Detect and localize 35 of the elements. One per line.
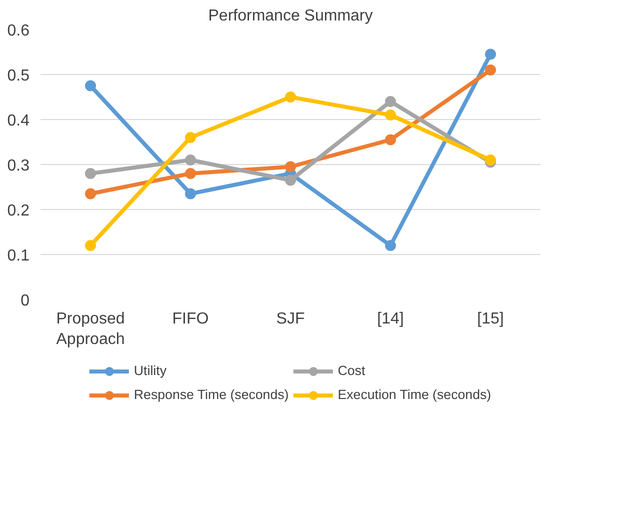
legend-label: Cost bbox=[338, 363, 366, 378]
point bbox=[85, 240, 96, 251]
point bbox=[285, 92, 296, 102]
point bbox=[285, 161, 296, 172]
point bbox=[185, 168, 196, 179]
point bbox=[85, 80, 96, 92]
x-tick-label: [14] bbox=[377, 310, 404, 328]
point bbox=[185, 132, 196, 143]
x-tick-label: FIFO bbox=[172, 310, 209, 328]
chart-title: Performance Summary bbox=[208, 8, 373, 24]
x-tick-label: [15] bbox=[477, 310, 504, 328]
y-tick-label: 0.6 bbox=[7, 22, 30, 40]
y-tick-label: 0.5 bbox=[7, 68, 30, 84]
legend-label: Response Time (seconds) bbox=[134, 387, 289, 402]
point bbox=[485, 48, 496, 60]
x-tick-label: Proposed Approach bbox=[56, 310, 125, 348]
y-tick-label: 0.2 bbox=[7, 202, 30, 220]
y-tick-label: 0.4 bbox=[7, 112, 30, 130]
point bbox=[485, 154, 496, 166]
point bbox=[485, 64, 496, 76]
legend-label: Execution Time (seconds) bbox=[338, 387, 492, 402]
point bbox=[185, 188, 196, 200]
point bbox=[385, 240, 396, 251]
point bbox=[185, 154, 196, 166]
y-tick-label: 0.3 bbox=[7, 158, 30, 174]
point bbox=[85, 188, 96, 200]
point bbox=[285, 174, 296, 186]
point bbox=[385, 96, 396, 107]
y-tick-label: 0.1 bbox=[7, 248, 30, 264]
point bbox=[385, 110, 396, 120]
point bbox=[385, 134, 396, 146]
point bbox=[85, 168, 96, 179]
x-tick-label: SJF bbox=[276, 310, 305, 328]
y-tick-label: 0 bbox=[20, 292, 30, 310]
legend-label: Utility bbox=[134, 363, 168, 378]
